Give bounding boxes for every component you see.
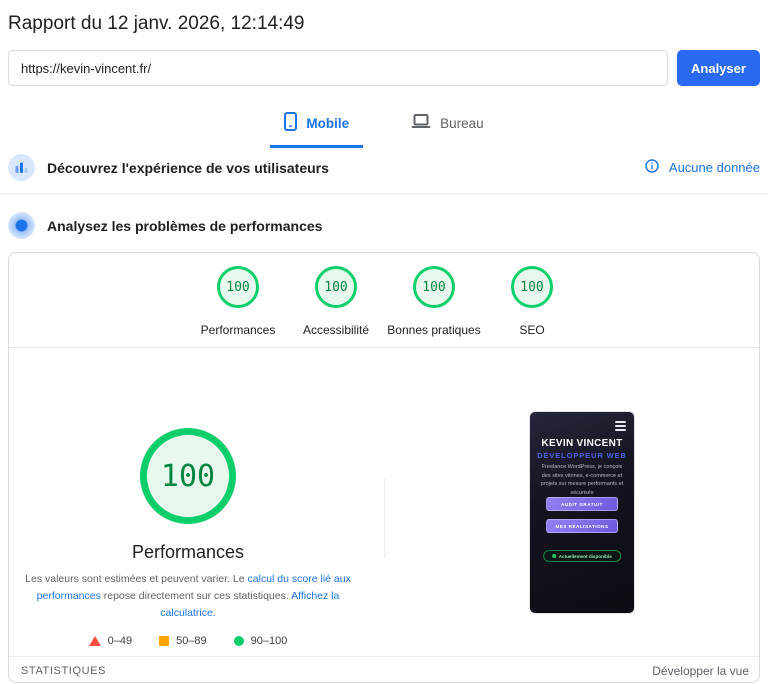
page-title: Rapport du 12 janv. 2026, 12:14:49 xyxy=(8,13,305,34)
thumbnail-badge-label: Actuellement disponible xyxy=(558,553,612,559)
tab-desktop-label: Bureau xyxy=(440,115,484,131)
vertical-divider xyxy=(384,479,385,558)
gauge-bonnes-pratiques-score: 100 xyxy=(413,266,455,308)
gauge-seo[interactable]: 100 SEO xyxy=(483,266,581,337)
thumbnail-cta-button-1: AUDIT GRATUIT xyxy=(545,497,619,511)
lighthouse-report-card: 100 Performances 100 Accessibilité 100 B… xyxy=(8,252,760,683)
category-gauges: 100 Performances 100 Accessibilité 100 B… xyxy=(9,266,759,337)
no-data-status[interactable]: Aucune donnée xyxy=(645,159,760,176)
legend-green-circle-icon xyxy=(233,636,244,646)
thumbnail-site-name: KEVIN VINCENT xyxy=(541,438,623,449)
tab-mobile[interactable]: Mobile xyxy=(270,104,364,148)
tab-mobile-label: Mobile xyxy=(306,115,350,131)
expand-view-link[interactable]: Développer la vue xyxy=(652,663,749,678)
gauge-performances-label: Performances xyxy=(200,323,276,337)
performance-detail: 100 Performances Les valeurs sont estimé… xyxy=(15,428,361,647)
legend-item-pass: 90–100 xyxy=(233,635,288,647)
note-text-2: repose directement sur ces statistiques. xyxy=(100,590,292,602)
section-divider xyxy=(0,193,768,194)
lab-data-title: Analysez les problèmes de performances xyxy=(47,217,323,234)
legend-orange-square-icon xyxy=(159,636,170,646)
device-tabs: Mobile Bureau xyxy=(0,104,768,148)
gauge-accessibilite-label: Accessibilité xyxy=(302,323,370,337)
score-legend: 0–49 50–89 90–100 xyxy=(88,635,288,647)
gauge-performances[interactable]: 100 Performances xyxy=(189,266,287,337)
desktop-laptop-icon xyxy=(411,114,431,132)
gauge-bonnes-pratiques[interactable]: 100 Bonnes pratiques xyxy=(385,266,483,337)
legend-item-fail: 0–49 xyxy=(88,635,133,647)
thumbnail-availability-badge: Actuellement disponible xyxy=(543,550,621,562)
performance-score-gauge: 100 xyxy=(140,428,236,524)
thumbnail-site-description: Freelance WordPress, je conçois des site… xyxy=(540,464,624,496)
gauge-seo-score: 100 xyxy=(511,266,553,308)
lab-data-section-header: Analysez les problèmes de performances xyxy=(8,212,760,239)
green-dot-icon xyxy=(552,554,556,558)
field-data-title: Découvrez l'expérience de vos utilisateu… xyxy=(47,159,329,176)
legend-average-range: 50–89 xyxy=(176,635,207,647)
legend-pass-range: 90–100 xyxy=(250,635,288,647)
info-icon xyxy=(645,159,659,176)
url-bar: Analyser xyxy=(8,50,760,86)
legend-red-triangle-icon xyxy=(88,636,101,646)
performance-note: Les valeurs sont estimées et peuvent var… xyxy=(15,571,361,622)
footer-divider xyxy=(9,656,759,657)
card-divider xyxy=(9,347,759,348)
no-data-label: Aucune donnée xyxy=(668,160,760,175)
note-text-1: Les valeurs sont estimées et peuvent var… xyxy=(25,573,248,585)
legend-fail-range: 0–49 xyxy=(107,635,133,647)
hamburger-menu-icon xyxy=(615,421,626,431)
mobile-phone-icon xyxy=(284,112,298,134)
gauge-bonnes-pratiques-label: Bonnes pratiques xyxy=(387,323,481,337)
thumbnail-cta-button-2: MES RÉALISATIONS xyxy=(545,519,619,533)
gauge-seo-label: SEO xyxy=(519,323,545,337)
calculator-link[interactable]: Affichez la calculatrice. xyxy=(160,590,340,619)
analyze-button[interactable]: Analyser xyxy=(677,50,760,86)
url-input[interactable] xyxy=(8,50,668,86)
statistics-footer: STATISTIQUES Développer la vue xyxy=(9,657,759,682)
gauge-performances-score: 100 xyxy=(217,266,259,308)
tab-desktop[interactable]: Bureau xyxy=(397,104,498,148)
performance-detail-title: Performances xyxy=(131,542,245,562)
score-calc-link[interactable]: calcul du score lié aux performances xyxy=(36,573,351,602)
gauge-accessibilite-score: 100 xyxy=(315,266,357,308)
page-screenshot-thumbnail[interactable]: KEVIN VINCENT DÉVELOPPEUR WEB Freelance … xyxy=(529,411,635,614)
gauge-accessibilite[interactable]: 100 Accessibilité xyxy=(287,266,385,337)
statistics-label: STATISTIQUES xyxy=(21,664,107,677)
lighthouse-beacon-icon xyxy=(8,212,35,239)
user-experience-icon xyxy=(8,154,35,181)
thumbnail-site-subtitle: DÉVELOPPEUR WEB xyxy=(537,451,627,460)
field-data-section-header: Découvrez l'expérience de vos utilisateu… xyxy=(8,154,760,181)
legend-item-average: 50–89 xyxy=(159,635,207,647)
